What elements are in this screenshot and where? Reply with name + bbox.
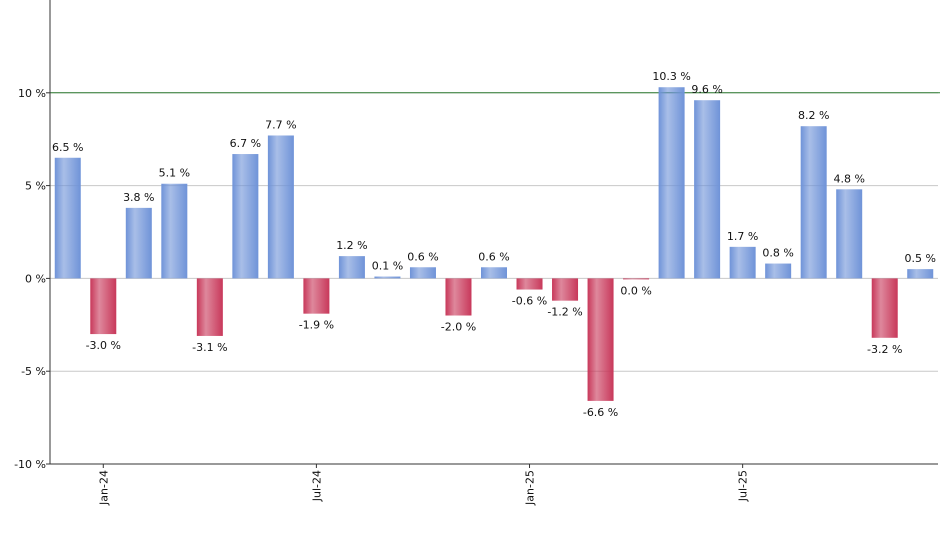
bar (54, 157, 81, 279)
bar (516, 278, 543, 290)
value-label: -3.2 % (867, 343, 902, 356)
bar (800, 126, 827, 279)
bar (587, 278, 614, 401)
y-tick-label: 0 % (25, 272, 46, 285)
bar (623, 278, 650, 280)
value-label: 3.8 % (123, 191, 154, 204)
value-label: 7.7 % (265, 118, 296, 131)
bar (729, 246, 756, 279)
value-label: 10.3 % (652, 70, 690, 83)
value-label: 6.5 % (52, 141, 83, 154)
value-label: 0.6 % (407, 250, 438, 263)
value-label: 4.8 % (833, 172, 864, 185)
bar (338, 256, 365, 279)
value-label: 0.8 % (762, 247, 793, 260)
bar (196, 278, 223, 336)
value-label: -2.0 % (441, 321, 476, 334)
bar (125, 207, 152, 279)
bar (907, 269, 934, 279)
value-label: -6.6 % (583, 406, 618, 419)
bar (836, 189, 863, 279)
bar (161, 183, 188, 279)
value-label: -3.1 % (192, 341, 227, 354)
bar (694, 100, 721, 279)
y-tick-label: -10 % (14, 458, 46, 471)
bar (765, 263, 792, 279)
value-label: 0.1 % (372, 260, 403, 273)
value-label: -1.2 % (547, 306, 582, 319)
bar (303, 278, 330, 314)
x-tick-label: Jan-24 (97, 470, 110, 506)
bar (445, 278, 472, 316)
value-label: -0.6 % (512, 295, 547, 308)
value-label: 6.7 % (230, 137, 261, 150)
value-label: 0.6 % (478, 250, 509, 263)
value-label: 1.7 % (727, 230, 758, 243)
value-label: 1.2 % (336, 239, 367, 252)
bar (481, 267, 507, 279)
y-tick-label: 5 % (25, 180, 46, 193)
y-tick-label: 10 % (18, 87, 46, 100)
value-label: 9.6 % (691, 83, 722, 96)
value-label: 8.2 % (798, 109, 829, 122)
x-tick-label: Jul-25 (737, 470, 750, 502)
bar (374, 276, 401, 279)
value-label: 0.5 % (905, 252, 936, 265)
x-tick-label: Jul-24 (310, 470, 323, 502)
bar (409, 267, 436, 279)
value-label: -3.0 % (86, 339, 121, 352)
value-label: 0.0 % (620, 284, 651, 297)
bar (871, 278, 898, 338)
bar (90, 278, 117, 335)
x-tick-label: Jan-25 (524, 470, 537, 506)
y-tick-label: -5 % (21, 365, 46, 378)
bar (552, 278, 579, 301)
value-label: 5.1 % (159, 167, 190, 180)
bar (232, 154, 259, 279)
bar (658, 87, 685, 279)
value-label: -1.9 % (299, 319, 334, 332)
bar (267, 135, 294, 279)
